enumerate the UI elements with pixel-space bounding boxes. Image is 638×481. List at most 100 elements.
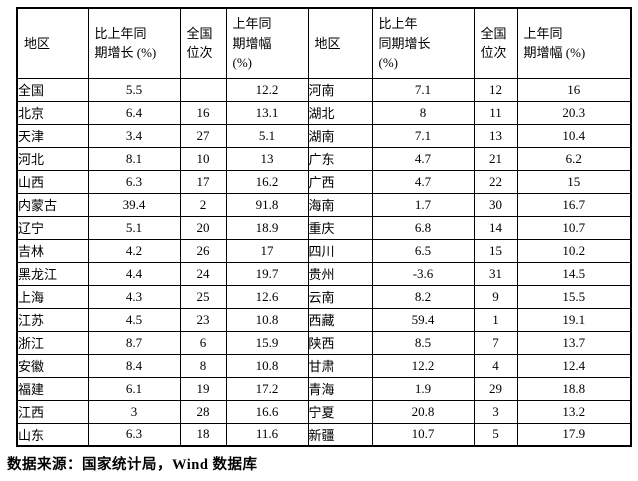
cell-region-left: 山西 xyxy=(16,169,89,194)
cell-prev-left: 16.2 xyxy=(225,169,309,194)
cell-growth-right: 59.4 xyxy=(371,307,475,332)
cell-growth-left: 3 xyxy=(87,399,181,424)
cell-growth-right: 10.7 xyxy=(371,422,475,447)
cell-growth-right: 8.5 xyxy=(371,330,475,355)
cell-growth-left: 5.5 xyxy=(87,77,181,102)
table-row: 安徽 8.4 8 10.8 甘肃 12.2 4 12.4 xyxy=(16,353,632,378)
cell-prev-right: 10.4 xyxy=(516,123,632,148)
cell-region-right: 广东 xyxy=(307,146,373,171)
cell-growth-right: 4.7 xyxy=(371,146,475,171)
cell-region-right: 贵州 xyxy=(307,261,373,286)
cell-growth-right: 12.2 xyxy=(371,353,475,378)
cell-rank-left: 25 xyxy=(179,284,227,309)
cell-growth-left: 4.4 xyxy=(87,261,181,286)
cell-growth-right: -3.6 xyxy=(371,261,475,286)
table-row: 北京 6.4 16 13.1 湖北 8 11 20.3 xyxy=(16,100,632,125)
cell-rank-right: 13 xyxy=(473,123,518,148)
cell-growth-left: 6.3 xyxy=(87,169,181,194)
cell-prev-left: 11.6 xyxy=(225,422,309,447)
cell-region-left: 吉林 xyxy=(16,238,89,263)
cell-rank-left: 2 xyxy=(179,192,227,217)
cell-region-right: 青海 xyxy=(307,376,373,401)
cell-region-right: 四川 xyxy=(307,238,373,263)
regional-growth-table: 地区 比上年同 期增长 (%) 全国 位次 上年同 期增幅 (%) 地区 比上年… xyxy=(16,7,632,447)
cell-prev-left: 5.1 xyxy=(225,123,309,148)
table-row: 内蒙古 39.4 2 91.8 海南 1.7 30 16.7 xyxy=(16,192,632,217)
cell-rank-left: 10 xyxy=(179,146,227,171)
cell-prev-left: 15.9 xyxy=(225,330,309,355)
cell-prev-right: 16 xyxy=(516,77,632,102)
cell-growth-right: 7.1 xyxy=(371,77,475,102)
cell-growth-left: 3.4 xyxy=(87,123,181,148)
cell-region-right: 陕西 xyxy=(307,330,373,355)
cell-prev-left: 10.8 xyxy=(225,307,309,332)
cell-rank-left: 19 xyxy=(179,376,227,401)
cell-rank-right: 11 xyxy=(473,100,518,125)
header-rank-right: 全国 位次 xyxy=(473,7,518,79)
cell-prev-right: 10.2 xyxy=(516,238,632,263)
cell-prev-right: 15.5 xyxy=(516,284,632,309)
header-region-right: 地区 xyxy=(307,7,373,79)
cell-prev-right: 10.7 xyxy=(516,215,632,240)
table-row: 福建 6.1 19 17.2 青海 1.9 29 18.8 xyxy=(16,376,632,401)
cell-prev-right: 16.7 xyxy=(516,192,632,217)
cell-region-left: 天津 xyxy=(16,123,89,148)
cell-rank-left: 20 xyxy=(179,215,227,240)
cell-rank-right: 21 xyxy=(473,146,518,171)
table-row: 河北 8.1 10 13 广东 4.7 21 6.2 xyxy=(16,146,632,171)
cell-rank-right: 1 xyxy=(473,307,518,332)
cell-growth-left: 4.2 xyxy=(87,238,181,263)
cell-prev-right: 20.3 xyxy=(516,100,632,125)
cell-prev-left: 19.7 xyxy=(225,261,309,286)
cell-prev-left: 91.8 xyxy=(225,192,309,217)
cell-region-left: 福建 xyxy=(16,376,89,401)
cell-growth-right: 6.5 xyxy=(371,238,475,263)
table-row: 辽宁 5.1 20 18.9 重庆 6.8 14 10.7 xyxy=(16,215,632,240)
cell-prev-right: 15 xyxy=(516,169,632,194)
cell-growth-left: 6.4 xyxy=(87,100,181,125)
cell-region-left: 山东 xyxy=(16,422,89,447)
cell-growth-left: 4.3 xyxy=(87,284,181,309)
cell-region-left: 河北 xyxy=(16,146,89,171)
cell-rank-right: 29 xyxy=(473,376,518,401)
cell-region-right: 河南 xyxy=(307,77,373,102)
cell-region-left: 安徽 xyxy=(16,353,89,378)
cell-rank-left: 27 xyxy=(179,123,227,148)
cell-rank-left: 23 xyxy=(179,307,227,332)
header-region-left: 地区 xyxy=(16,7,89,79)
cell-prev-left: 13 xyxy=(225,146,309,171)
data-source-note: 数据来源：国家统计局，Wind 数据库 xyxy=(7,457,258,473)
cell-prev-left: 13.1 xyxy=(225,100,309,125)
cell-region-left: 上海 xyxy=(16,284,89,309)
header-prev-right: 上年同 期增幅 (%) xyxy=(516,7,632,79)
cell-region-left: 北京 xyxy=(16,100,89,125)
cell-rank-left: 16 xyxy=(179,100,227,125)
cell-region-left: 黑龙江 xyxy=(16,261,89,286)
cell-prev-left: 16.6 xyxy=(225,399,309,424)
cell-rank-left: 17 xyxy=(179,169,227,194)
cell-growth-right: 20.8 xyxy=(371,399,475,424)
cell-region-right: 宁夏 xyxy=(307,399,373,424)
cell-rank-right: 22 xyxy=(473,169,518,194)
cell-rank-right: 7 xyxy=(473,330,518,355)
cell-growth-right: 4.7 xyxy=(371,169,475,194)
cell-region-right: 海南 xyxy=(307,192,373,217)
cell-growth-left: 39.4 xyxy=(87,192,181,217)
cell-prev-right: 12.4 xyxy=(516,353,632,378)
table-row: 山东 6.3 18 11.6 新疆 10.7 5 17.9 xyxy=(16,422,632,447)
table-row: 全国 5.5 12.2 河南 7.1 12 16 xyxy=(16,77,632,102)
cell-region-left: 江西 xyxy=(16,399,89,424)
table-row: 天津 3.4 27 5.1 湖南 7.1 13 10.4 xyxy=(16,123,632,148)
cell-rank-right: 3 xyxy=(473,399,518,424)
table-row: 江苏 4.5 23 10.8 西藏 59.4 1 19.1 xyxy=(16,307,632,332)
cell-rank-left: 6 xyxy=(179,330,227,355)
cell-region-right: 湖北 xyxy=(307,100,373,125)
cell-rank-left: 8 xyxy=(179,353,227,378)
cell-region-right: 甘肃 xyxy=(307,353,373,378)
table-container: 地区 比上年同 期增长 (%) 全国 位次 上年同 期增幅 (%) 地区 比上年… xyxy=(16,7,632,447)
cell-growth-left: 4.5 xyxy=(87,307,181,332)
cell-growth-right: 8.2 xyxy=(371,284,475,309)
cell-prev-left: 10.8 xyxy=(225,353,309,378)
cell-growth-left: 8.1 xyxy=(87,146,181,171)
cell-rank-left: 28 xyxy=(179,399,227,424)
